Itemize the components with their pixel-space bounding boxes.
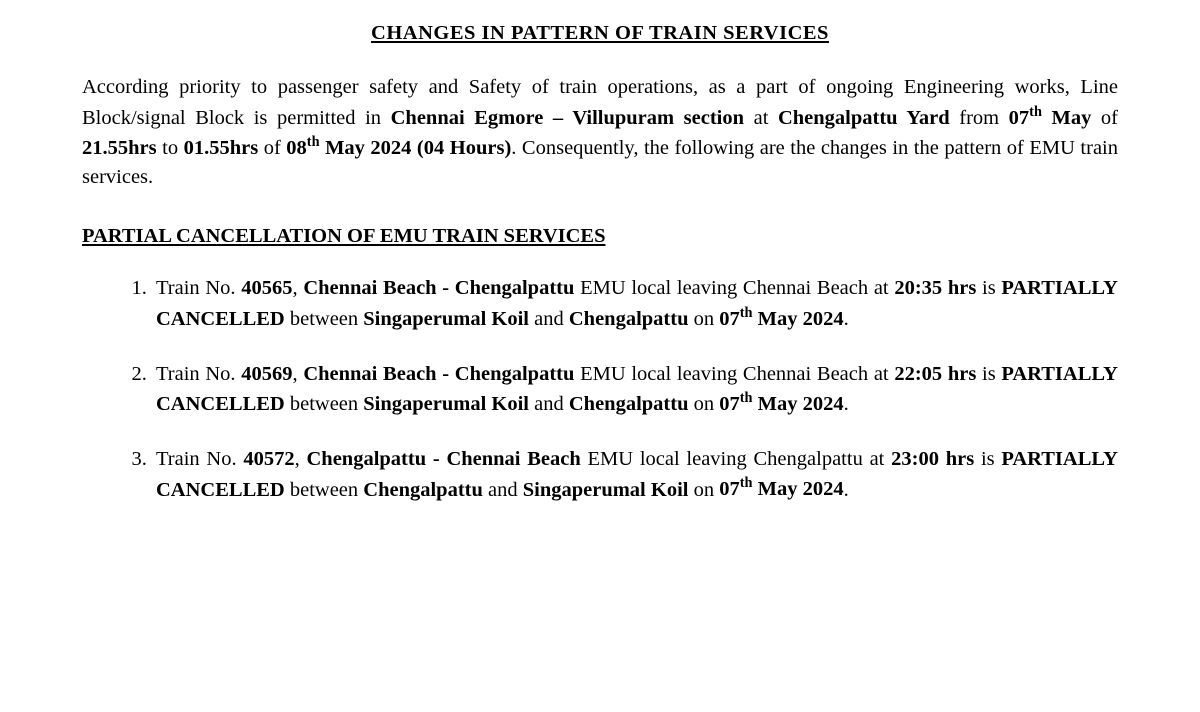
station-to: Chengalpattu (569, 393, 689, 415)
train-number: 40572 (243, 448, 294, 470)
list-item: Train No. 40569, Chennai Beach - Chengal… (152, 360, 1118, 419)
section-title: PARTIAL CANCELLATION OF EMU TRAIN SERVIC… (82, 225, 1118, 248)
intro-time1: 21.55hrs (82, 137, 157, 159)
intro-time2: 01.55hrs (184, 137, 259, 159)
train-route: Chennai Beach - Chengalpattu (303, 363, 574, 385)
date-rest: May 2024 (04 Hours) (320, 137, 512, 159)
station-to: Chengalpattu (569, 308, 689, 330)
intro-text: of (1091, 107, 1118, 129)
intro-date1: 07th May (1009, 107, 1092, 129)
item-text: and (529, 393, 569, 415)
intro-date2: 08th May 2024 (04 Hours) (286, 137, 511, 159)
train-route: Chennai Beach - Chengalpattu (303, 277, 574, 299)
intro-paragraph: According priority to passenger safety a… (82, 73, 1118, 191)
train-number: 40565 (241, 277, 292, 299)
item-date: 07th May 2024 (719, 393, 843, 415)
date-day: 07 (719, 393, 740, 415)
item-text: , (295, 448, 307, 470)
item-text: and (529, 308, 569, 330)
intro-text: at (744, 107, 778, 129)
train-list: Train No. 40565, Chennai Beach - Chengal… (82, 274, 1118, 504)
item-text: between (285, 393, 364, 415)
item-text: . (844, 393, 849, 415)
item-text: . (844, 308, 849, 330)
train-time: 22:05 hrs (894, 363, 976, 385)
item-text: on (688, 393, 719, 415)
list-item: Train No. 40572, Chengalpattu - Chennai … (152, 445, 1118, 504)
item-text: between (285, 478, 364, 500)
intro-section: Chennai Egmore – Villupuram section (391, 107, 744, 129)
item-text: . (844, 478, 849, 500)
intro-text: of (258, 137, 286, 159)
item-text: is (976, 277, 1001, 299)
station-from: Singaperumal Koil (363, 393, 529, 415)
item-text: , (292, 363, 303, 385)
item-text: EMU local leaving Chengalpattu at (581, 448, 891, 470)
item-text: between (285, 308, 364, 330)
item-text: on (688, 478, 719, 500)
item-text: Train No. (156, 363, 241, 385)
train-number: 40569 (241, 363, 292, 385)
date-day: 07 (719, 308, 740, 330)
list-item: Train No. 40565, Chennai Beach - Chengal… (152, 274, 1118, 333)
date-month: May (1042, 107, 1091, 129)
date-rest: May 2024 (752, 308, 843, 330)
station-to: Singaperumal Koil (523, 478, 689, 500)
station-from: Singaperumal Koil (363, 308, 529, 330)
intro-yard: Chengalpattu Yard (778, 107, 950, 129)
main-title: CHANGES IN PATTERN OF TRAIN SERVICES (82, 22, 1118, 45)
date-sup: th (740, 390, 753, 406)
item-text: is (976, 363, 1001, 385)
train-time: 20:35 hrs (894, 277, 976, 299)
date-sup: th (307, 134, 320, 150)
item-text: Train No. (156, 277, 241, 299)
date-rest: May 2024 (752, 393, 843, 415)
item-date: 07th May 2024 (719, 478, 843, 500)
date-day: 07 (1009, 107, 1030, 129)
station-from: Chengalpattu (363, 478, 483, 500)
item-text: , (292, 277, 303, 299)
item-text: on (688, 308, 719, 330)
item-date: 07th May 2024 (719, 308, 843, 330)
date-day: 07 (719, 478, 740, 500)
date-sup: th (740, 305, 753, 321)
date-rest: May 2024 (752, 478, 843, 500)
item-text: Train No. (156, 448, 243, 470)
date-day: 08 (286, 137, 307, 159)
item-text: and (483, 478, 523, 500)
intro-text: from (950, 107, 1009, 129)
train-time: 23:00 hrs (891, 448, 974, 470)
intro-text: to (157, 137, 184, 159)
item-text: is (974, 448, 1001, 470)
item-text: EMU local leaving Chennai Beach at (574, 277, 894, 299)
item-text: EMU local leaving Chennai Beach at (574, 363, 894, 385)
date-sup: th (1029, 104, 1042, 120)
document-page: CHANGES IN PATTERN OF TRAIN SERVICES Acc… (0, 0, 1200, 560)
train-route: Chengalpattu - Chennai Beach (307, 448, 581, 470)
date-sup: th (740, 476, 753, 492)
